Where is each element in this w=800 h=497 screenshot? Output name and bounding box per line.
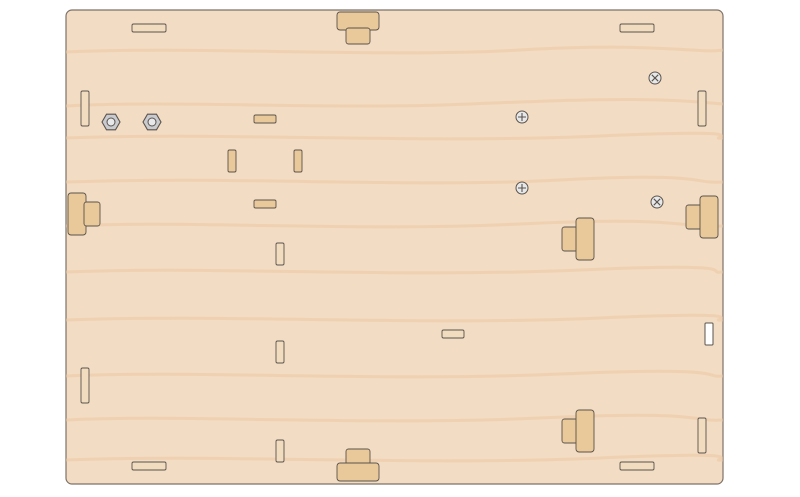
edge-slot-right-top xyxy=(697,90,707,127)
edge-slots xyxy=(80,23,707,471)
edge-slot-left-bottom xyxy=(80,367,90,404)
stepped-pegs xyxy=(67,11,719,482)
center-tab-top xyxy=(253,114,277,124)
stepped-peg-inner-upper xyxy=(561,217,595,261)
center-tab-left xyxy=(227,149,237,173)
edge-slot-bottom-right xyxy=(619,461,655,471)
screw-top-right xyxy=(648,71,662,85)
edge-slot-top-right xyxy=(619,23,655,33)
empty-slot-right xyxy=(704,322,714,346)
stepped-peg-inner-lower xyxy=(561,409,595,453)
cross-screws xyxy=(515,71,664,209)
screw-right-middle xyxy=(650,195,664,209)
stepped-peg-right xyxy=(685,195,719,239)
vertical-slots xyxy=(275,242,285,463)
hex-nuts xyxy=(101,113,162,131)
edge-slot-right-bottom xyxy=(697,417,707,454)
wood-plate xyxy=(65,9,724,485)
center-tabs xyxy=(227,114,465,339)
stepped-peg-left xyxy=(67,192,101,236)
stepped-peg-top xyxy=(336,11,380,45)
edge-slot-bottom-left xyxy=(131,461,167,471)
stepped-peg-bottom xyxy=(336,448,380,482)
edge-slot-top-left xyxy=(131,23,167,33)
edge-slot-left-top xyxy=(80,90,90,127)
vertical-slot-middle xyxy=(275,340,285,364)
hex-nut-right xyxy=(142,113,162,131)
hex-nut-left xyxy=(101,113,121,131)
center-tab-right xyxy=(293,149,303,173)
vertical-slot-upper xyxy=(275,242,285,266)
screw-top-center xyxy=(515,110,529,124)
wood-grain xyxy=(66,45,723,463)
vertical-slot-lower xyxy=(275,439,285,463)
screw-lower-center xyxy=(515,181,529,195)
center-tab-mid-horizontal xyxy=(441,329,465,339)
center-tab-bottom xyxy=(253,199,277,209)
